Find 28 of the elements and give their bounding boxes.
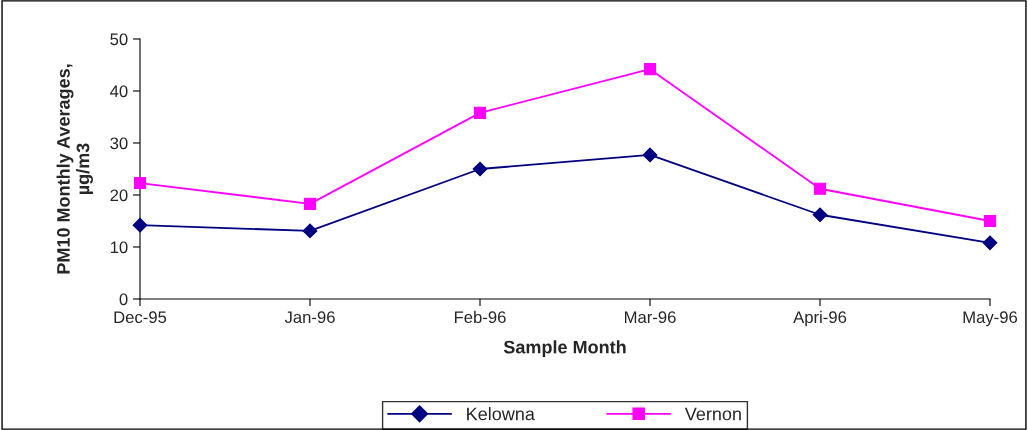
y-tick-label: 20	[110, 189, 128, 202]
point	[133, 176, 147, 190]
y-tick-label: 50	[110, 33, 128, 46]
point	[813, 182, 827, 195]
point	[302, 223, 318, 239]
point	[982, 235, 998, 251]
x-tick-label: Jan-96	[284, 311, 335, 324]
point	[812, 207, 828, 223]
point	[303, 197, 317, 210]
y-tick-label: 40	[110, 85, 128, 98]
point	[473, 106, 487, 119]
point	[643, 63, 657, 76]
legend-label: Kelowna	[467, 407, 535, 421]
y-tick-label: 0	[119, 293, 128, 306]
point	[472, 161, 488, 177]
x-tick-label: Mar-96	[624, 311, 676, 324]
y-tick-label: 30	[110, 137, 128, 150]
x-tick-label: Dec-95	[114, 311, 167, 324]
y-tick-label: 10	[110, 241, 128, 254]
point	[132, 217, 148, 233]
point	[983, 214, 997, 228]
x-tick-label: Feb-96	[454, 310, 506, 324]
x-axis-title: Sample Month	[503, 340, 626, 358]
x-tick-label: Apri-96	[793, 310, 847, 327]
legend-label: Vernon	[684, 407, 741, 421]
x-tick-label: May-96	[963, 311, 1018, 327]
y-axis-title: PM10 Monthly Averages, µg/m3	[56, 64, 93, 274]
point	[642, 147, 658, 163]
